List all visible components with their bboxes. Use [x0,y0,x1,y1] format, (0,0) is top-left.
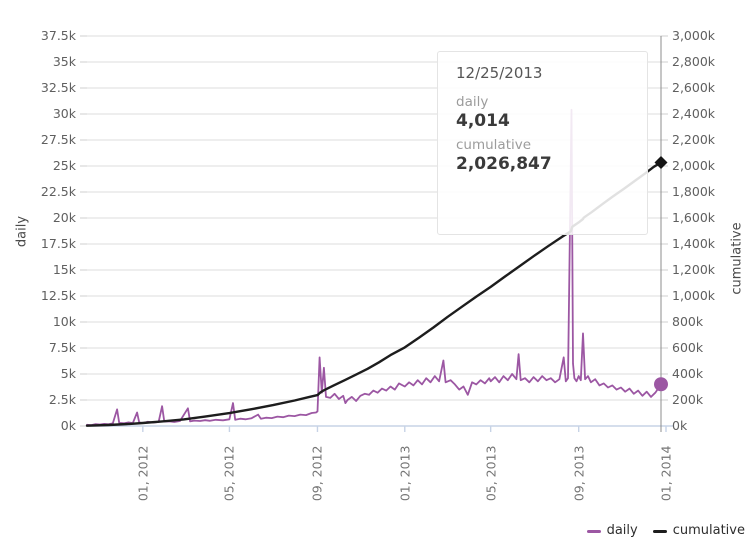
y-axis-right-tick-label: 0k [672,418,688,433]
x-axis-tick-label: 01, 2012 [135,445,151,502]
tooltip-cumulative-value: 2,026,847 [456,154,552,174]
y-axis-right-tick-label: 1,000k [672,288,716,303]
y-axis-right-tick-label: 2,600k [672,80,716,95]
legend: daily cumulative [586,523,745,539]
y-axis-left-tick-label: 37.5k [40,28,76,43]
y-axis-right-tick-label: 2,800k [672,54,716,69]
tooltip-daily-value: 4,014 [456,111,510,131]
y-axis-right-title: cumulative [729,222,745,295]
y-axis-right-tick-label: 400k [672,366,704,381]
y-axis-left-tick-label: 20k [52,210,76,225]
tooltip-date: 12/25/2013 [456,64,543,82]
y-axis-left-tick-label: 10k [52,314,76,329]
tooltip-cumulative-label: cumulative [456,137,532,153]
legend-item-daily[interactable]: daily [586,523,638,539]
y-axis-left-tick-label: 12.5k [40,288,76,303]
y-axis-left-tick-label: 17.5k [40,236,76,251]
x-axis-tick-label: 05, 2012 [221,445,237,502]
legend-label-cumulative: cumulative [672,523,745,538]
y-axis-right-tick-label: 1,200k [672,262,716,277]
cumulative-point-marker [654,156,668,170]
y-axis-right-tick-label: 600k [672,340,704,355]
y-axis-right-tick-label: 1,400k [672,236,716,251]
y-axis-right-tick-label: 1,800k [672,184,716,199]
y-axis-left-tick-label: 15k [52,262,76,277]
x-axis-tick-label: 01, 2014 [658,445,674,502]
cumulative-series-swatch-icon [652,529,667,533]
y-axis-left-tick-label: 30k [52,106,76,121]
y-axis-left-tick-label: 27.5k [40,132,76,147]
daily-series-line [86,108,662,427]
daily-series-swatch-icon [586,529,601,533]
y-axis-left-tick-label: 25k [52,158,76,173]
tooltip-daily-label: daily [456,94,489,110]
y-axis-left-tick-label: 7.5k [48,340,76,355]
y-axis-left-tick-label: 2.5k [48,392,76,407]
tooltip: 12/25/2013 daily 4,014 cumulative 2,026,… [437,51,648,235]
y-axis-left-title: daily [14,215,30,248]
y-axis-left-tick-label: 35k [52,54,76,69]
legend-label-daily: daily [606,523,638,538]
y-axis-right-tick-label: 1,600k [672,210,716,225]
y-axis-left-tick-label: 32.5k [40,80,76,95]
y-axis-right-tick-label: 2,000k [672,158,716,173]
x-axis-tick-label: 09, 2013 [571,445,587,502]
y-axis-right-tick-label: 3,000k [672,28,716,43]
x-axis-tick-label: 09, 2012 [309,445,325,502]
y-axis-right-tick-label: 2,400k [672,106,716,121]
y-axis-right-tick-label: 800k [672,314,704,329]
y-axis-left-tick-label: 22.5k [40,184,76,199]
y-axis-left-tick-label: 5k [60,366,76,381]
y-axis-right-tick-label: 2,200k [672,132,716,147]
legend-item-cumulative[interactable]: cumulative [652,523,745,539]
daily-point-marker [654,377,668,392]
y-axis-right-tick-label: 200k [672,392,704,407]
x-axis-tick-label: 05, 2013 [483,445,499,502]
y-axis-left-tick-label: 0k [60,418,76,433]
x-axis-tick-label: 01, 2013 [397,445,413,502]
